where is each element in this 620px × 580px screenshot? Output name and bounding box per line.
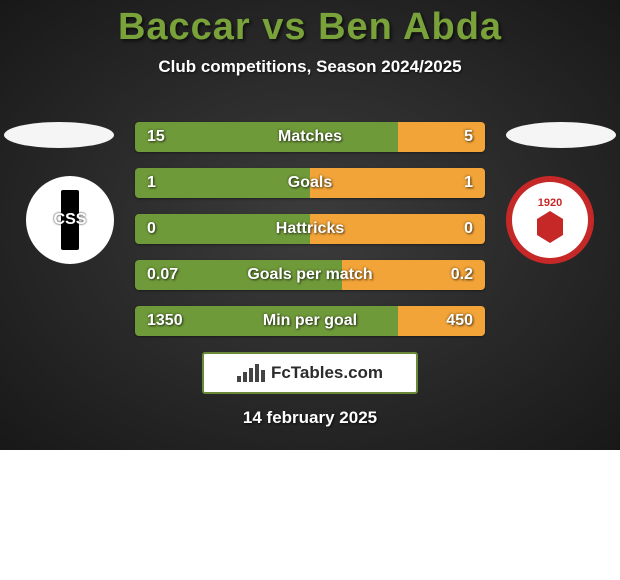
team-badge-right: 1920: [506, 176, 594, 264]
stat-right-value: 0: [464, 220, 473, 238]
flag-left: [4, 122, 114, 148]
stat-row: 0.07 0.2 Goals per match: [135, 260, 485, 290]
stat-right-value: 450: [446, 312, 473, 330]
badge-right-accent: [537, 211, 563, 243]
stat-label: Matches: [278, 128, 342, 146]
brand-badge: FcTables.com: [202, 352, 418, 394]
stat-rows: 15 5 Matches 1 1 Goals 0 0 Hattricks 0.07 0.2 Goals…: [135, 122, 485, 352]
stat-right-value: 0.2: [451, 266, 473, 284]
team-badge-left: CSS: [26, 176, 114, 264]
chart-icon: [237, 364, 265, 382]
badge-right-label: 1920: [538, 197, 562, 209]
subtitle: Club competitions, Season 2024/2025: [0, 57, 620, 77]
stat-label: Hattricks: [276, 220, 344, 238]
comparison-card: Baccar vs Ben Abda Club competitions, Se…: [0, 0, 620, 450]
stat-bar-left: [135, 122, 398, 152]
stat-label: Goals: [288, 174, 332, 192]
stat-left-value: 1350: [147, 312, 183, 330]
stat-row: 1 1 Goals: [135, 168, 485, 198]
stat-right-value: 1: [464, 174, 473, 192]
page-title: Baccar vs Ben Abda: [0, 0, 620, 49]
stat-row: 0 0 Hattricks: [135, 214, 485, 244]
stat-row: 15 5 Matches: [135, 122, 485, 152]
stat-right-value: 5: [464, 128, 473, 146]
stat-label: Min per goal: [263, 312, 357, 330]
date-label: 14 february 2025: [243, 408, 377, 428]
stat-label: Goals per match: [247, 266, 372, 284]
stat-row: 1350 450 Min per goal: [135, 306, 485, 336]
flag-right: [506, 122, 616, 148]
team-badge-left-inner: CSS: [32, 182, 108, 258]
stat-left-value: 15: [147, 128, 165, 146]
team-badge-right-inner: 1920: [512, 182, 588, 258]
badge-left-label: CSS: [54, 211, 87, 229]
stat-left-value: 0: [147, 220, 156, 238]
stat-bar-left: [135, 168, 310, 198]
brand-text: FcTables.com: [271, 363, 383, 383]
stat-bar-right: [310, 168, 485, 198]
stat-left-value: 1: [147, 174, 156, 192]
stat-left-value: 0.07: [147, 266, 178, 284]
